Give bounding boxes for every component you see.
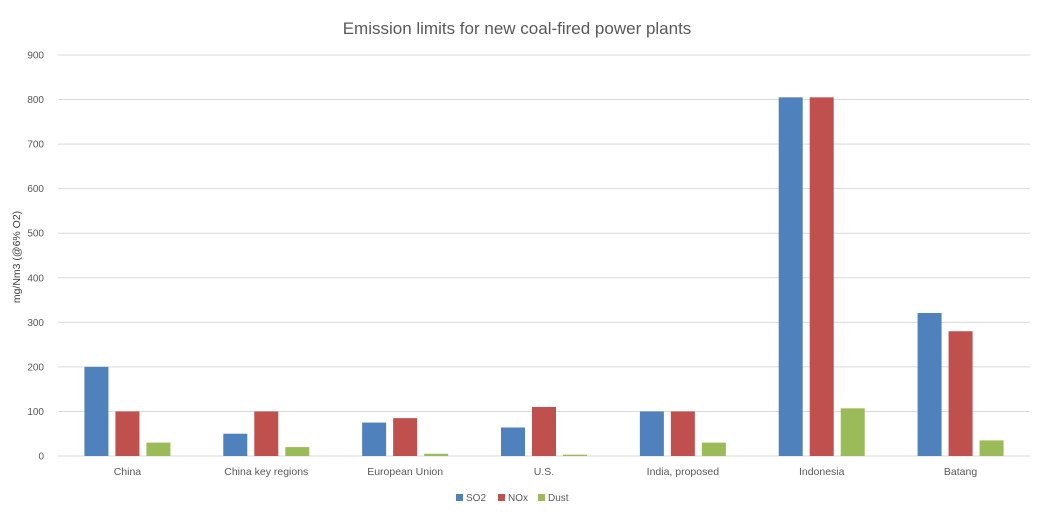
x-category-label: China — [114, 466, 142, 478]
bar-so2 — [501, 427, 525, 456]
bar-dust — [285, 447, 310, 456]
legend-label-nox: NOx — [508, 493, 528, 504]
x-category-label: European Union — [367, 466, 443, 478]
legend-swatch-so2 — [456, 494, 463, 501]
bar-so2 — [223, 433, 248, 456]
legend-swatch-dust — [538, 494, 545, 501]
bar-so2 — [917, 312, 942, 456]
bar-so2 — [84, 366, 109, 456]
bar-nox — [809, 97, 834, 457]
bar-dust — [840, 408, 865, 456]
bar-nox — [254, 411, 279, 456]
x-category-label: U.S. — [534, 466, 554, 478]
y-tick-label: 900 — [27, 51, 44, 62]
bar-dust — [146, 442, 171, 456]
legend-swatch-nox — [498, 494, 505, 501]
bar-nox — [948, 331, 973, 456]
bar-so2 — [639, 411, 664, 456]
bar-nox — [532, 406, 556, 456]
legend-label-dust: Dust — [548, 493, 569, 504]
y-tick-label: 0 — [38, 452, 44, 463]
y-tick-label: 400 — [27, 273, 44, 284]
bar-nox — [115, 411, 140, 456]
y-tick-label: 300 — [27, 318, 44, 329]
chart-title: Emission limits for new coal-fired power… — [343, 19, 692, 38]
y-tick-label: 700 — [27, 140, 44, 151]
y-tick-label: 200 — [27, 362, 44, 373]
bar-so2 — [362, 422, 387, 456]
bars — [84, 97, 1004, 457]
x-category-label: Indonesia — [799, 466, 845, 478]
y-axis-ticks: 0 100 200 300 400 500 600 700 800 900 — [27, 51, 44, 463]
y-tick-label: 600 — [27, 184, 44, 195]
y-tick-label: 500 — [27, 229, 44, 240]
y-tick-label: 100 — [27, 407, 44, 418]
bar-dust — [563, 454, 587, 456]
y-axis-label: mg/Nm3 (@6% O2) — [11, 211, 23, 303]
bar-dust — [424, 453, 449, 456]
legend-label-so2: SO2 — [466, 493, 486, 504]
bar-nox — [393, 418, 418, 456]
x-category-label: India, proposed — [647, 466, 720, 478]
x-category-label: China key regions — [224, 466, 308, 478]
y-tick-label: 800 — [27, 95, 44, 106]
legend: SO2 NOx Dust — [456, 493, 569, 504]
x-category-label: Batang — [944, 466, 977, 478]
bar-so2 — [778, 97, 803, 457]
gridlines — [58, 54, 1030, 457]
bar-nox — [670, 411, 695, 456]
bar-dust — [701, 442, 726, 456]
bar-dust — [979, 440, 1004, 456]
x-axis-categories: China China key regions European Union U.S.… — [114, 466, 978, 478]
